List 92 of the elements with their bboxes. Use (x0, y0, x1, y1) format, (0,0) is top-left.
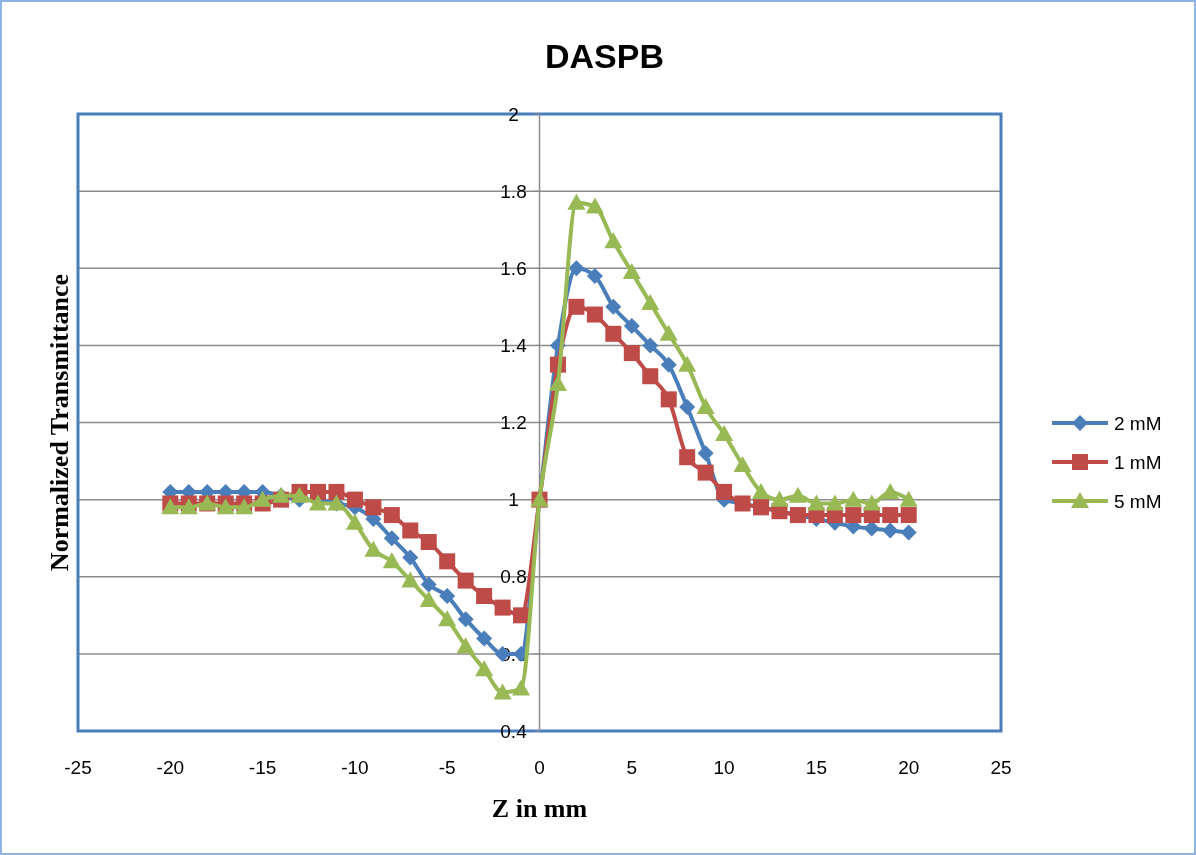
point (622, 263, 641, 280)
point (715, 425, 734, 442)
point (346, 491, 363, 508)
point (845, 507, 862, 524)
point (882, 507, 899, 524)
point (788, 486, 807, 503)
point (642, 337, 659, 354)
x-tick-label: 25 (990, 757, 1012, 778)
x-tick-label: -5 (438, 757, 456, 778)
point (568, 298, 585, 315)
point (641, 293, 660, 310)
point (309, 483, 326, 500)
y-axis-title: Normalized Transmittance (45, 273, 74, 572)
point (567, 193, 586, 210)
point (476, 588, 493, 605)
point (383, 530, 400, 547)
point (862, 494, 881, 511)
point (568, 260, 585, 277)
point (605, 298, 622, 315)
point (716, 483, 733, 500)
point (382, 552, 401, 569)
point (900, 507, 917, 524)
point (752, 482, 771, 499)
point (659, 324, 678, 341)
point (679, 399, 696, 416)
point (383, 507, 400, 524)
point (439, 588, 456, 605)
point (401, 571, 420, 588)
x-tick-label: -15 (248, 757, 277, 778)
point (642, 368, 659, 385)
point (696, 398, 715, 415)
point (733, 455, 752, 472)
point (457, 572, 474, 589)
point (512, 679, 531, 696)
legend-label: 1 mM (1114, 451, 1162, 473)
point (881, 482, 900, 499)
point (679, 449, 696, 466)
x-tick-label: -10 (341, 757, 369, 778)
point (770, 490, 789, 507)
legend-label: 2 mM (1114, 412, 1162, 434)
y-tick-label: 1.4 (500, 335, 528, 357)
point (623, 318, 640, 335)
point (493, 683, 512, 700)
point (457, 611, 474, 628)
point (585, 197, 604, 214)
point (345, 513, 364, 530)
point (365, 499, 382, 516)
x-tick-label: 20 (898, 757, 920, 778)
point (697, 445, 714, 462)
point (513, 607, 530, 624)
point (807, 494, 826, 511)
point (475, 660, 494, 677)
x-axis-title: Z in mm (491, 794, 588, 823)
point (678, 355, 697, 372)
point (623, 345, 640, 362)
point (420, 534, 437, 551)
point (844, 490, 863, 507)
point (900, 524, 917, 541)
point (420, 576, 437, 593)
point (253, 490, 272, 507)
point (402, 522, 419, 539)
x-tick-label: 10 (713, 757, 735, 778)
point (660, 356, 677, 373)
chart-title: DASPB (544, 37, 665, 75)
point (328, 483, 345, 500)
x-tick-label: -25 (64, 757, 92, 778)
point (604, 232, 623, 249)
point (494, 599, 511, 616)
y-tick-label: 1.8 (500, 180, 527, 202)
point (439, 553, 456, 570)
point (825, 494, 844, 511)
legend-label: 5 mM (1114, 490, 1162, 512)
point (882, 522, 899, 539)
point (586, 306, 603, 323)
point (605, 325, 622, 342)
x-tick-label: 0 (534, 757, 545, 778)
point (697, 464, 714, 481)
point (419, 590, 438, 607)
point (476, 630, 493, 647)
y-tick-label: 0.8 (500, 566, 527, 588)
point (456, 637, 475, 654)
point (899, 490, 918, 507)
point (438, 610, 457, 627)
x-tick-label: -20 (156, 757, 185, 778)
x-tick-label: 15 (805, 757, 827, 778)
point (402, 549, 419, 566)
y-tick-label: 1 (508, 489, 519, 511)
y-tick-label: 1.6 (500, 257, 527, 279)
point (586, 267, 603, 284)
point (660, 391, 677, 408)
x-tick-label: 5 (626, 757, 638, 778)
y-tick-label: 1.2 (500, 412, 527, 434)
